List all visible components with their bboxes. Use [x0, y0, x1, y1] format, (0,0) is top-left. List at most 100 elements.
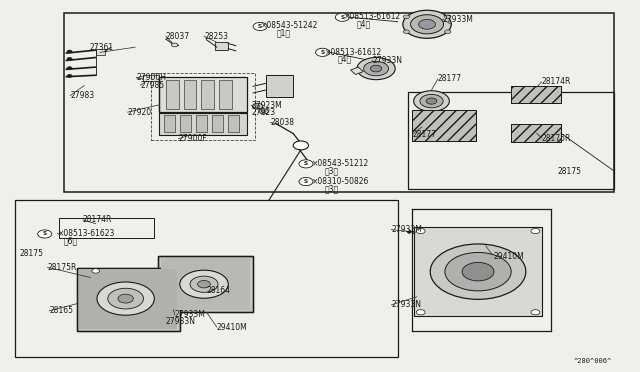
Bar — [180, 115, 191, 132]
Text: ×08310-50826: ×08310-50826 — [312, 177, 370, 186]
Circle shape — [252, 103, 262, 109]
Text: 28174R: 28174R — [83, 215, 113, 224]
Text: 27985: 27985 — [140, 81, 164, 90]
Text: 28175: 28175 — [557, 167, 581, 176]
Circle shape — [67, 74, 72, 77]
Text: 27923: 27923 — [251, 108, 275, 117]
Bar — [202, 80, 214, 109]
Text: 28175R: 28175R — [541, 134, 571, 142]
Circle shape — [407, 231, 411, 233]
Circle shape — [445, 15, 451, 19]
Bar — [511, 86, 561, 103]
Circle shape — [371, 65, 382, 72]
Circle shape — [198, 280, 211, 288]
Circle shape — [255, 105, 260, 108]
Text: （3）: （3） — [325, 184, 339, 193]
Circle shape — [445, 30, 451, 33]
Text: （3）: （3） — [325, 166, 339, 175]
Circle shape — [403, 15, 410, 19]
Text: 28177: 28177 — [412, 130, 436, 139]
Circle shape — [419, 19, 436, 29]
Text: 28165: 28165 — [49, 306, 73, 315]
Text: S: S — [258, 24, 262, 29]
Text: ×08513-61612: ×08513-61612 — [325, 48, 382, 57]
Text: 27923M: 27923M — [251, 101, 282, 110]
Text: 28164: 28164 — [207, 286, 230, 295]
Text: 27900F: 27900F — [179, 134, 207, 143]
Bar — [511, 124, 561, 142]
Circle shape — [67, 58, 72, 61]
Bar — [215, 42, 228, 50]
Circle shape — [180, 270, 228, 298]
Bar — [64, 13, 614, 192]
Bar — [414, 227, 541, 316]
Text: ×08543-51242: ×08543-51242 — [261, 21, 319, 30]
Bar — [159, 113, 246, 135]
Circle shape — [445, 253, 511, 291]
Bar — [408, 92, 614, 189]
Text: 27361: 27361 — [90, 43, 113, 52]
Text: ×08543-51212: ×08543-51212 — [312, 159, 370, 169]
Bar — [77, 268, 180, 331]
Circle shape — [172, 43, 178, 47]
Bar — [511, 124, 561, 142]
Bar — [96, 49, 104, 55]
Text: 27933M: 27933M — [392, 225, 422, 234]
Text: 29410M: 29410M — [493, 251, 524, 261]
Circle shape — [426, 98, 437, 104]
Text: S: S — [304, 179, 308, 184]
Circle shape — [118, 294, 133, 303]
Bar — [212, 115, 223, 132]
Bar — [77, 268, 180, 331]
Bar — [159, 77, 246, 112]
Circle shape — [299, 177, 313, 186]
Circle shape — [97, 282, 154, 315]
Text: （4）: （4） — [338, 55, 352, 64]
Text: 27983: 27983 — [70, 91, 94, 100]
Text: 28175R: 28175R — [47, 263, 77, 272]
Bar — [511, 86, 561, 103]
Bar — [151, 73, 255, 140]
Text: 27933N: 27933N — [392, 300, 421, 310]
Circle shape — [430, 244, 526, 299]
Circle shape — [299, 160, 313, 168]
Polygon shape — [351, 67, 364, 74]
Circle shape — [413, 91, 449, 112]
Text: 29410M: 29410M — [217, 323, 248, 331]
Circle shape — [416, 228, 425, 234]
Text: S: S — [321, 50, 324, 55]
Bar — [220, 80, 232, 109]
Circle shape — [364, 61, 388, 76]
Text: 27933N: 27933N — [372, 56, 403, 65]
Text: S: S — [304, 161, 308, 166]
Circle shape — [67, 67, 72, 70]
Circle shape — [411, 15, 444, 34]
Text: 27933M: 27933M — [442, 15, 473, 23]
Text: 28037: 28037 — [166, 32, 190, 41]
Circle shape — [403, 10, 451, 38]
Text: 28175: 28175 — [19, 250, 44, 259]
Text: 28177: 28177 — [438, 74, 462, 83]
Bar — [196, 115, 207, 132]
Circle shape — [67, 50, 72, 53]
Circle shape — [262, 110, 266, 113]
Circle shape — [357, 58, 395, 80]
Bar — [412, 110, 476, 141]
Text: 27900H: 27900H — [136, 73, 166, 82]
Bar — [184, 80, 196, 109]
Bar — [143, 75, 159, 81]
Bar — [15, 200, 397, 357]
Text: ×08513-61623: ×08513-61623 — [58, 229, 115, 238]
Text: （6）: （6） — [64, 236, 78, 245]
Text: 27920: 27920 — [127, 108, 152, 117]
Text: 28253: 28253 — [204, 32, 228, 41]
Bar — [228, 115, 239, 132]
Text: 27933M: 27933M — [175, 310, 205, 319]
Circle shape — [259, 109, 268, 114]
Bar — [59, 218, 154, 238]
Circle shape — [293, 141, 308, 150]
Text: （4）: （4） — [357, 19, 371, 28]
Bar — [157, 256, 253, 312]
Circle shape — [531, 310, 540, 315]
Circle shape — [190, 276, 218, 292]
